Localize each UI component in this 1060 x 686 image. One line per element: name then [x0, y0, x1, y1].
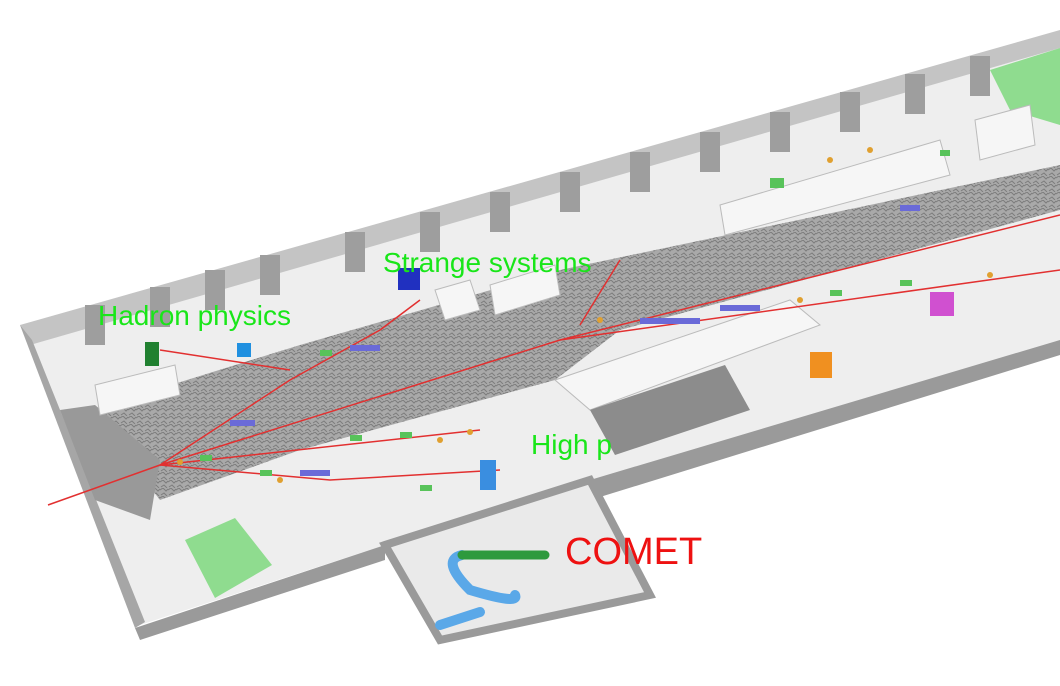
label-hadron-physics: Hadron physics: [98, 300, 291, 331]
comet-room: [379, 475, 656, 645]
green-block-right: [990, 48, 1060, 125]
left-wall: [20, 325, 145, 628]
wall-buttresses: [85, 56, 990, 345]
front-wall: [135, 545, 385, 640]
label-strange-systems: Strange systems: [383, 247, 592, 278]
magnets: [145, 147, 993, 491]
beamlines: [47, 214, 1060, 506]
target-block: [60, 405, 160, 520]
front-wall-right: [590, 340, 1060, 497]
label-comet: COMET: [565, 531, 703, 573]
shield-blocks: [94, 104, 1036, 416]
green-block: [185, 518, 272, 598]
label-high-p: High p: [531, 429, 612, 460]
comet-solenoid: [435, 550, 550, 630]
beam-area: [90, 165, 1060, 500]
pit-grid: [590, 365, 750, 455]
